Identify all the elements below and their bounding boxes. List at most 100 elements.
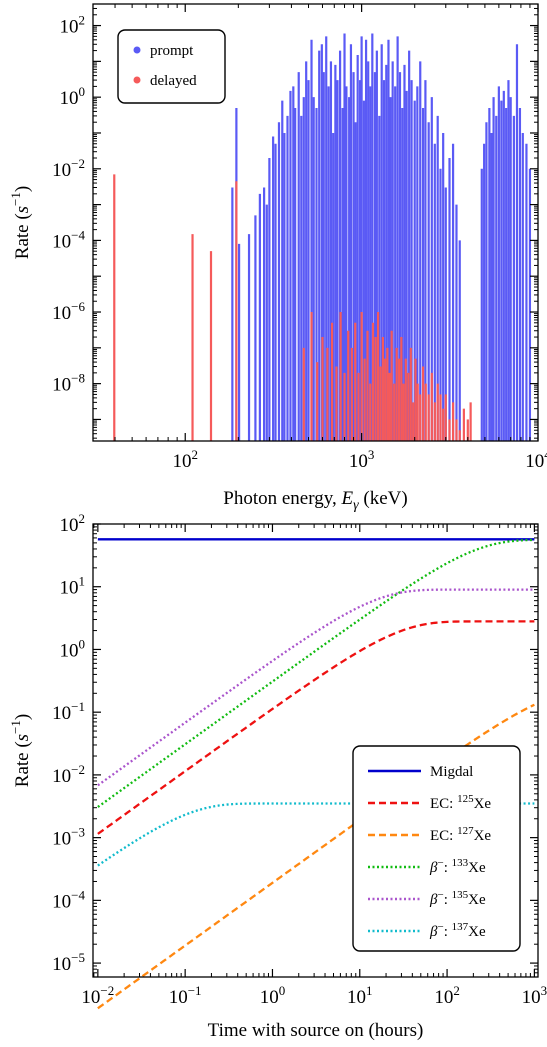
- spectrum-plot-frame: [92, 3, 539, 442]
- spectrum-y-tick-label-4-exp: 0: [79, 84, 86, 99]
- curve-series-3: [97, 538, 535, 808]
- spectrum-y-tick-label-3: 10−2: [52, 156, 85, 181]
- spectrum-x-tick-label-0-exp: 2: [191, 447, 198, 462]
- rate-x-tick-label-0-base: 10: [81, 987, 100, 1008]
- spectrum-y-axis-label: Rate (s−1): [8, 186, 33, 259]
- rate-y-tick-label-7-exp: 2: [79, 511, 86, 526]
- spectrum-y-label-close: ): [12, 186, 33, 192]
- spectrum-y-tick-label-0: 10−8: [52, 371, 85, 396]
- legend-isotope-element: Xe: [474, 828, 492, 844]
- rate-y-tick-label-0-base: 10: [52, 954, 71, 975]
- rate-plot-frame: [92, 523, 539, 978]
- rate-y-tick-label-4-exp: −1: [71, 699, 85, 714]
- curve-series-4: [97, 588, 535, 787]
- spectrum-y-tick-label-0-exp: −8: [71, 371, 85, 386]
- spectrum-y-tick-label-4-base: 10: [60, 88, 79, 109]
- rate-y-tick-label-1-exp: −4: [71, 887, 85, 902]
- legend-beta-sign: −: [437, 921, 443, 933]
- legend-beta-colon: :: [444, 924, 452, 940]
- spectrum-y-tick-label-2-exp: −4: [71, 227, 85, 242]
- legend-marker-prompt: [133, 46, 141, 54]
- legend-isotope-element: Xe: [468, 924, 486, 940]
- legend-isotope-element: Xe: [468, 860, 486, 876]
- legend-label-series-4: β−: 135Xe: [429, 889, 486, 908]
- legend-isotope-element: Xe: [468, 892, 486, 908]
- rate-x-tick-label-1-base: 10: [169, 987, 188, 1008]
- rate-x-tick-label-5-base: 10: [522, 987, 541, 1008]
- rate-x-tick-label-5: 103: [522, 983, 547, 1008]
- rate-y-axis-label: Rate (s−1): [8, 714, 33, 787]
- legend-marker-delayed: [133, 76, 141, 84]
- spectrum-y-tick-label-0-base: 10: [52, 375, 71, 396]
- spectrum-x-tick-label-0-base: 10: [172, 451, 191, 472]
- spectrum-x-label-main: Photon energy,: [223, 488, 341, 509]
- rate-y-label-close: ): [12, 714, 33, 720]
- legend-label-series-1: EC: 125Xe: [430, 793, 491, 812]
- rate-x-tick-label-0-exp: −2: [100, 983, 114, 998]
- spectrum-x-tick-label-1: 103: [349, 447, 375, 472]
- legend-beta-colon: :: [444, 860, 452, 876]
- legend-isotope-mass: 127: [457, 825, 474, 837]
- spectrum-y-tick-label-5-exp: 2: [79, 13, 86, 28]
- spectrum-y-label-exp: −1: [8, 192, 23, 206]
- spectrum-x-tick-label-1-base: 10: [349, 451, 368, 472]
- legend-isotope-mass: 137: [452, 921, 469, 933]
- spectrum-y-tick-label-3-exp: −2: [71, 156, 85, 171]
- legend-isotope-mass: 135: [452, 889, 469, 901]
- spectrum-legend: prompt delayed: [117, 29, 226, 104]
- rate-x-tick-label-4-exp: 2: [453, 983, 460, 998]
- rate-x-tick-label-3: 101: [347, 983, 373, 1008]
- spectrum-y-label-main: Rate (: [12, 213, 33, 259]
- rate-y-tick-label-7-base: 10: [60, 515, 79, 536]
- legend-label-series-2: EC: 127Xe: [430, 825, 491, 844]
- legend-isotope-mass: 125: [457, 793, 474, 805]
- rate-x-tick-label-1: 10−1: [169, 983, 202, 1008]
- rate-y-tick-label-2: 10−3: [52, 825, 85, 850]
- rate-y-tick-label-4: 10−1: [52, 699, 85, 724]
- rate-x-tick-label-3-base: 10: [347, 987, 366, 1008]
- spectrum-x-label-subscript: γ: [353, 498, 359, 513]
- curve-series-1: [97, 620, 535, 835]
- spectrum-x-tick-label-2-exp: 4: [544, 447, 547, 462]
- spectrum-legend-box: [117, 29, 226, 104]
- rate-x-tick-label-4-base: 10: [434, 987, 453, 1008]
- rate-y-tick-label-6-base: 10: [60, 578, 79, 599]
- spectrum-x-tick-label-0: 102: [172, 447, 198, 472]
- legend-label-prompt: prompt: [150, 43, 194, 59]
- rate-y-label-main: Rate (: [12, 741, 33, 787]
- legend-beta-symbol: β: [429, 924, 438, 940]
- spectrum-y-tick-label-2: 10−4: [52, 227, 85, 252]
- rate-x-tick-label-2: 100: [260, 983, 286, 1008]
- series-delayed: [113, 174, 472, 441]
- spectrum-y-label-symbol: s: [12, 206, 33, 213]
- legend-beta-colon: :: [444, 892, 452, 908]
- spectrum-y-tick-label-3-base: 10: [52, 160, 71, 181]
- series-prompt: [231, 33, 532, 441]
- legend-label-series-0: Migdal: [430, 764, 473, 780]
- spectrum-x-label-unit: (keV): [359, 488, 408, 509]
- legend-prefix: EC:: [430, 828, 457, 844]
- legend-label-series-5: β−: 137Xe: [429, 921, 486, 940]
- rate-y-tick-label-0: 10−5: [52, 950, 85, 975]
- rate-y-tick-label-5-exp: 0: [79, 636, 86, 651]
- spectrum-y-tick-label-1: 10−6: [52, 299, 85, 324]
- spectrum-x-axis-label: Photon energy, Eγ (keV): [223, 488, 407, 513]
- rate-y-tick-label-0-exp: −5: [71, 950, 85, 965]
- spectrum-y-tick-label-5: 102: [60, 13, 86, 38]
- rate-y-tick-label-2-base: 10: [52, 829, 71, 850]
- legend-beta-sign: −: [437, 857, 443, 869]
- rate-y-label-symbol: s: [12, 734, 33, 741]
- rate-x-tick-label-0: 10−2: [81, 983, 114, 1008]
- spectrum-y-tick-label-1-exp: −6: [71, 299, 85, 314]
- rate-y-tick-label-1-base: 10: [52, 891, 71, 912]
- rate-y-tick-label-6: 101: [60, 574, 86, 599]
- spectrum-x-tick-label-2: 104: [525, 447, 547, 472]
- legend-label-series-3: β−: 133Xe: [429, 857, 486, 876]
- rate-y-tick-label-3-exp: −2: [71, 762, 85, 777]
- rate-x-tick-label-2-exp: 0: [279, 983, 286, 998]
- rate-y-tick-label-5-base: 10: [60, 640, 79, 661]
- rate-x-tick-label-1-exp: −1: [188, 983, 202, 998]
- spectrum-y-tick-label-1-base: 10: [52, 303, 71, 324]
- legend-beta-symbol: β: [429, 892, 438, 908]
